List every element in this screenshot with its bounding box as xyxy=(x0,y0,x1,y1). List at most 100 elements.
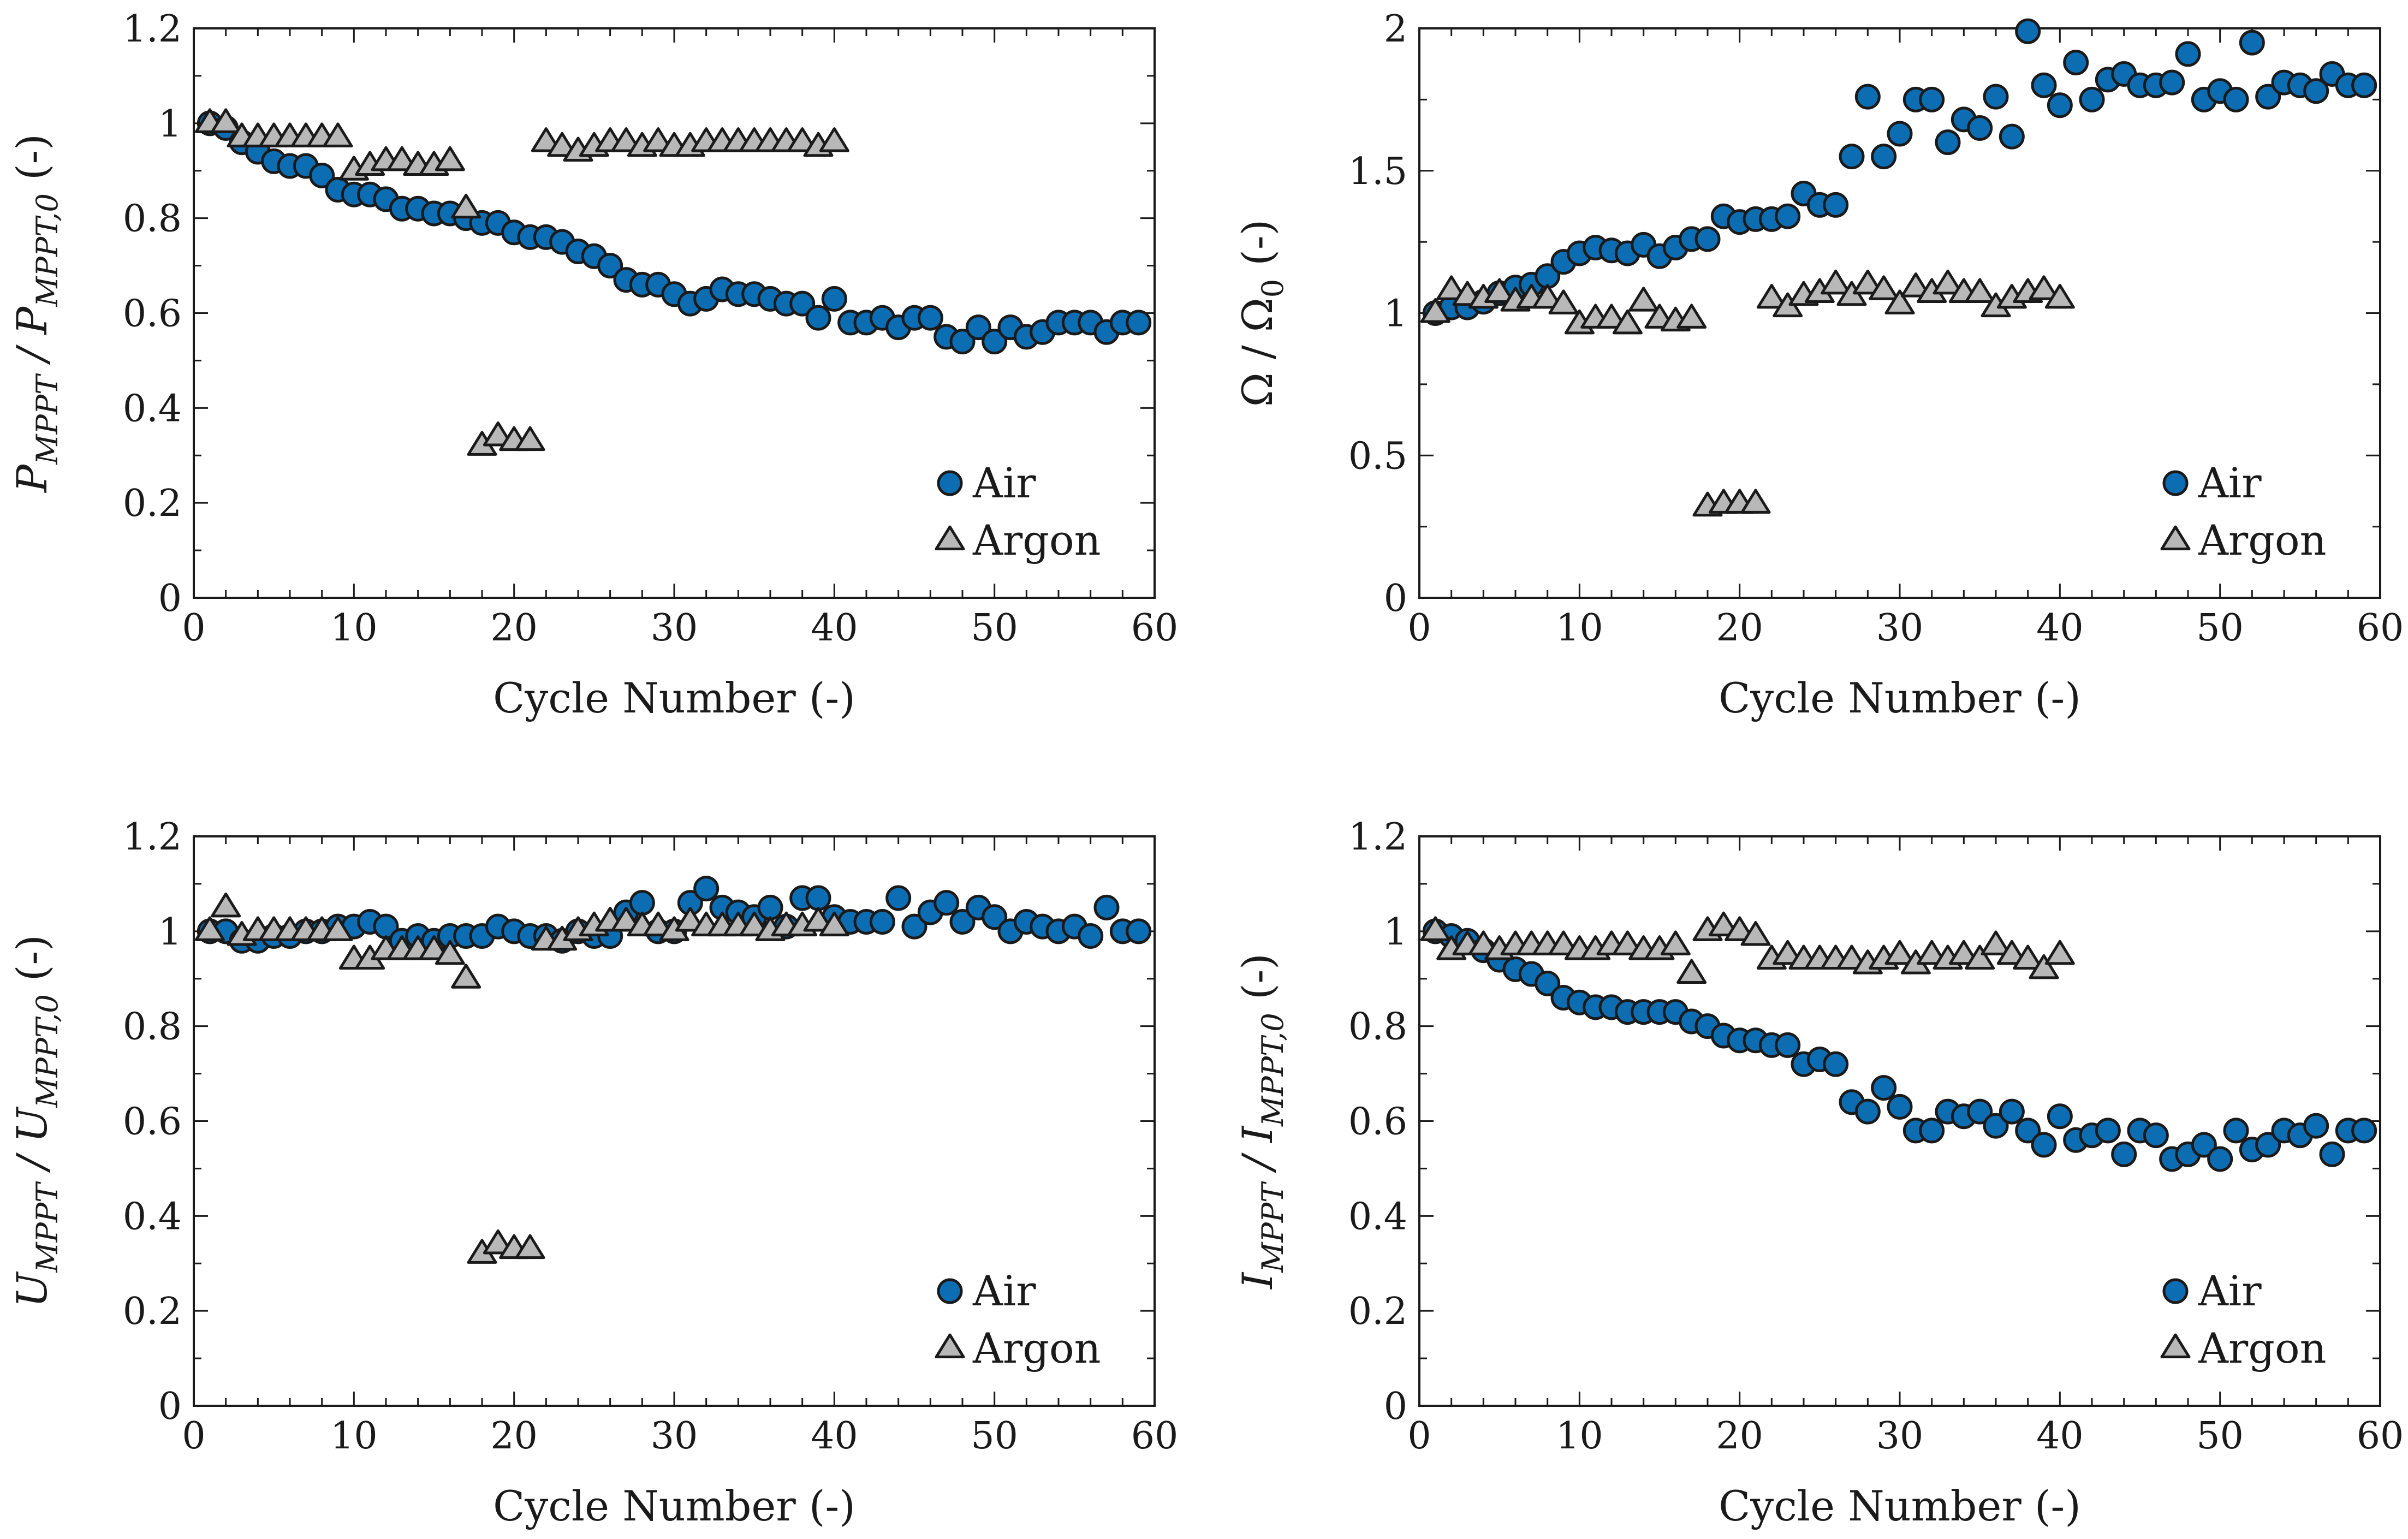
argon-point xyxy=(483,421,513,447)
x-tick-label: 0 xyxy=(1407,1415,1431,1458)
x-tick-label: 20 xyxy=(1716,1415,1763,1458)
series-air xyxy=(1422,18,2377,326)
x-tick-label: 60 xyxy=(2357,607,2404,650)
argon-point xyxy=(1596,304,1627,329)
air-point xyxy=(2303,78,2329,104)
y-tick-label: 0.6 xyxy=(123,293,182,336)
argon-point xyxy=(1548,930,1579,955)
argon-point xyxy=(643,127,674,152)
x-tick-label: 10 xyxy=(1556,607,1603,650)
y-axis-label-part: (-) xyxy=(1233,953,1282,1013)
argon-point xyxy=(515,426,545,451)
argon-point xyxy=(1981,930,2011,955)
y-tick-label: 0.8 xyxy=(123,198,182,241)
argon-point xyxy=(323,122,353,147)
argon-point xyxy=(435,940,465,965)
y-tick-label: 0.4 xyxy=(123,1195,182,1238)
x-tick-label: 0 xyxy=(182,1415,205,1458)
argon-point xyxy=(1836,944,1867,970)
legend-air-marker xyxy=(2162,470,2189,496)
air-point xyxy=(1775,203,1801,229)
x-axis-label: Cycle Number (-) xyxy=(493,674,855,722)
y-axis-label-part: / xyxy=(1233,1143,1282,1183)
legend-label-argon: Argon xyxy=(2198,1324,2327,1372)
x-tick-label: 50 xyxy=(2196,607,2244,650)
air-point xyxy=(629,890,655,916)
argon-point xyxy=(1965,944,1995,970)
y-axis-label-part: (-) xyxy=(8,935,56,994)
argon-point xyxy=(1948,940,1979,965)
air-point xyxy=(821,286,847,312)
air-point xyxy=(949,908,976,935)
argon-point xyxy=(1740,489,1771,514)
argon-point xyxy=(1740,921,1771,946)
argon-point xyxy=(547,132,578,157)
legend-label-argon: Argon xyxy=(972,1324,1101,1372)
y-tick-label: 0.8 xyxy=(1348,1006,1407,1049)
air-point xyxy=(1967,115,1993,141)
air-point xyxy=(2303,1113,2329,1139)
y-axis-label-part: MPPT xyxy=(30,1181,64,1273)
air-point xyxy=(1839,144,1865,170)
y-tick-label: 1 xyxy=(1384,911,1407,954)
argon-point xyxy=(675,906,705,932)
argon-point xyxy=(323,916,353,941)
y-tick-label: 0.4 xyxy=(1348,1195,1407,1238)
air-point xyxy=(2047,92,2073,118)
air-point xyxy=(1871,1075,1897,1101)
legend-argon-marker xyxy=(935,525,965,550)
y-axis-label-part: U xyxy=(8,1106,56,1143)
argon-point xyxy=(1996,940,2027,965)
argon-point xyxy=(387,146,417,171)
air-point xyxy=(1887,1094,1913,1120)
air-point xyxy=(949,329,976,355)
y-tick-label: 0.2 xyxy=(123,1290,182,1333)
air-point xyxy=(1694,226,1721,252)
argon-point xyxy=(787,127,818,152)
argon-point xyxy=(1933,269,1963,295)
x-tick-label: 10 xyxy=(330,607,378,650)
y-tick-label: 2 xyxy=(1384,8,1407,51)
air-point xyxy=(2015,1118,2041,1144)
y-tick-label: 0.4 xyxy=(123,387,182,430)
y-axis-label-part: I xyxy=(1233,1271,1282,1290)
x-tick-label: 40 xyxy=(2036,1415,2084,1458)
legend: Air Argon xyxy=(2160,459,2327,565)
argon-point xyxy=(1884,940,1915,965)
air-point xyxy=(1078,923,1104,949)
air-point xyxy=(1983,84,2009,110)
y-axis-label: IMPPT / IMPPT,0 (-) xyxy=(1233,953,1290,1290)
x-tick-label: 40 xyxy=(811,1415,858,1458)
y-axis-label: UMPPT / UMPPT,0 (-) xyxy=(8,935,64,1308)
x-tick-label: 30 xyxy=(651,607,698,650)
x-tick-label: 50 xyxy=(971,607,1018,650)
air-point xyxy=(2015,18,2041,44)
air-point xyxy=(2255,84,2281,110)
air-point xyxy=(2095,1118,2121,1144)
y-tick-label: 0 xyxy=(158,1385,182,1428)
y-axis-label-part: MPPT xyxy=(1256,1181,1290,1273)
argon-point xyxy=(1676,304,1707,329)
legend-label-air: Air xyxy=(972,1267,1036,1315)
air-point xyxy=(1919,1118,1945,1144)
argon-point xyxy=(2013,944,2043,970)
y-tick-label: 0 xyxy=(1384,577,1407,620)
y-tick-label: 1 xyxy=(158,911,182,954)
air-point xyxy=(1887,121,1913,147)
x-tick-label: 30 xyxy=(1876,1415,1924,1458)
air-point xyxy=(789,290,816,317)
argon-point xyxy=(819,127,849,152)
air-point xyxy=(309,162,335,188)
legend: Air Argon xyxy=(935,459,1101,565)
argon-point xyxy=(1420,916,1450,941)
argon-point xyxy=(1612,309,1643,335)
air-point xyxy=(757,894,783,920)
argon-point xyxy=(611,906,641,932)
x-tick-label: 40 xyxy=(2036,607,2084,650)
y-tick-label: 0 xyxy=(158,577,182,620)
air-point xyxy=(2223,86,2249,112)
argon-point xyxy=(1884,289,1915,314)
air-point xyxy=(2031,1132,2057,1158)
air-point xyxy=(1854,1098,1881,1125)
